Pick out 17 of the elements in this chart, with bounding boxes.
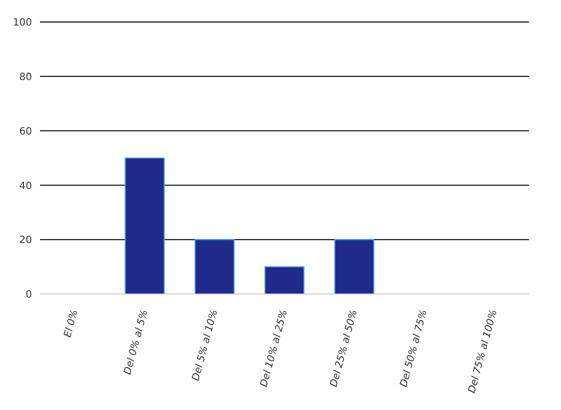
- x-tick-label: Del 75% al 100%: [466, 308, 500, 394]
- y-tick-label: 20: [19, 235, 32, 246]
- y-tick-label: 0: [26, 290, 32, 301]
- bar: [194, 239, 235, 294]
- x-tick-label: Del 10% al 25%: [258, 308, 290, 388]
- x-tick-label: Del 0% al 5%: [122, 308, 150, 376]
- x-tick-label: Del 50% al 75%: [398, 308, 430, 388]
- y-tick-label: 100: [12, 18, 32, 29]
- bar: [124, 158, 165, 294]
- bar: [334, 239, 374, 294]
- x-tick-label: Del 5% al 10%: [190, 308, 220, 382]
- y-tick-label: 60: [19, 126, 32, 138]
- x-tick-label: El 0%: [62, 308, 80, 339]
- y-tick-label: 80: [19, 72, 32, 83]
- x-tick-label: Del 25% al 50%: [328, 308, 360, 388]
- y-tick-label: 40: [19, 180, 32, 192]
- bar: [264, 266, 304, 294]
